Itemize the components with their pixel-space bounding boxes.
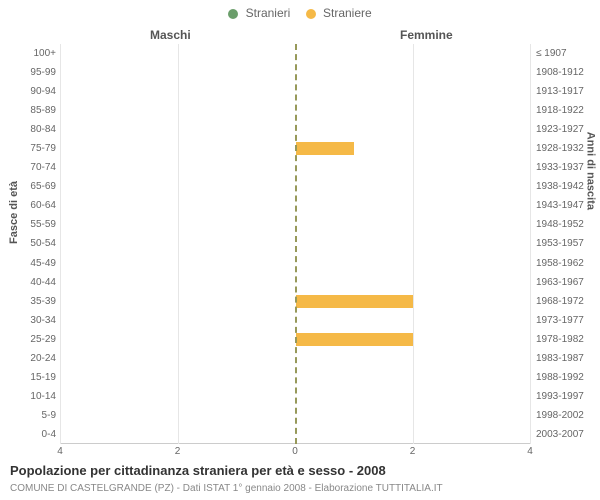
row-birth-label: 1943-1947 [536,196,584,215]
row-birth-label: 1928-1932 [536,139,584,158]
gridline [60,44,61,444]
x-tick-right: 4 [520,446,540,457]
row-birth-label: 1988-1992 [536,368,584,387]
row-birth-label: 1923-1927 [536,120,584,139]
row-age-label: 30-34 [20,311,56,330]
y-axis-title-left: Fasce di età [8,181,20,244]
row-age-label: 40-44 [20,273,56,292]
row-birth-label: 1933-1937 [536,158,584,177]
row-age-label: 55-59 [20,215,56,234]
row-birth-label: 1938-1942 [536,177,584,196]
x-tick-right: 2 [403,446,423,457]
row-age-label: 75-79 [20,139,56,158]
row-birth-label: 1913-1917 [536,82,584,101]
legend-male-label: Stranieri [246,6,291,20]
legend-female: Straniere [306,6,372,20]
row-birth-label: 1918-1922 [536,101,584,120]
row-birth-label: 1908-1912 [536,63,584,82]
bar-female [296,333,413,346]
row-age-label: 35-39 [20,292,56,311]
y-axis-title-right: Anni di nascita [584,132,596,210]
row-birth-label: ≤ 1907 [536,44,567,63]
row-birth-label: 1978-1982 [536,330,584,349]
row-age-label: 60-64 [20,196,56,215]
row-age-label: 10-14 [20,387,56,406]
chart-caption: Popolazione per cittadinanza straniera p… [10,463,386,478]
row-age-label: 5-9 [20,406,56,425]
x-tick-left: 4 [50,446,70,457]
row-age-label: 15-19 [20,368,56,387]
row-age-label: 65-69 [20,177,56,196]
row-age-label: 45-49 [20,254,56,273]
legend-female-dot [306,9,316,19]
row-age-label: 80-84 [20,120,56,139]
gridline [530,44,531,444]
legend: Stranieri Straniere [0,6,600,20]
row-age-label: 100+ [20,44,56,63]
row-age-label: 0-4 [20,425,56,444]
row-age-label: 25-29 [20,330,56,349]
legend-female-label: Straniere [323,6,372,20]
row-age-label: 90-94 [20,82,56,101]
chart-subcaption: COMUNE DI CASTELGRANDE (PZ) - Dati ISTAT… [10,483,443,494]
row-birth-label: 2003-2007 [536,425,584,444]
legend-male: Stranieri [228,6,290,20]
column-title-left: Maschi [150,28,191,42]
bar-female [296,142,355,155]
row-age-label: 70-74 [20,158,56,177]
row-birth-label: 1998-2002 [536,406,584,425]
row-birth-label: 1968-1972 [536,292,584,311]
row-birth-label: 1963-1967 [536,273,584,292]
row-age-label: 50-54 [20,234,56,253]
column-title-right: Femmine [400,28,453,42]
row-birth-label: 1993-1997 [536,387,584,406]
row-age-label: 20-24 [20,349,56,368]
x-tick-left: 0 [285,446,305,457]
row-birth-label: 1973-1977 [536,311,584,330]
x-tick-left: 2 [168,446,188,457]
bar-female [296,295,413,308]
gridline [413,44,414,444]
gridline [178,44,179,444]
row-age-label: 95-99 [20,63,56,82]
center-divider [295,44,297,444]
row-birth-label: 1953-1957 [536,234,584,253]
legend-male-dot [228,9,238,19]
row-birth-label: 1948-1952 [536,215,584,234]
row-birth-label: 1958-1962 [536,254,584,273]
row-birth-label: 1983-1987 [536,349,584,368]
row-age-label: 85-89 [20,101,56,120]
